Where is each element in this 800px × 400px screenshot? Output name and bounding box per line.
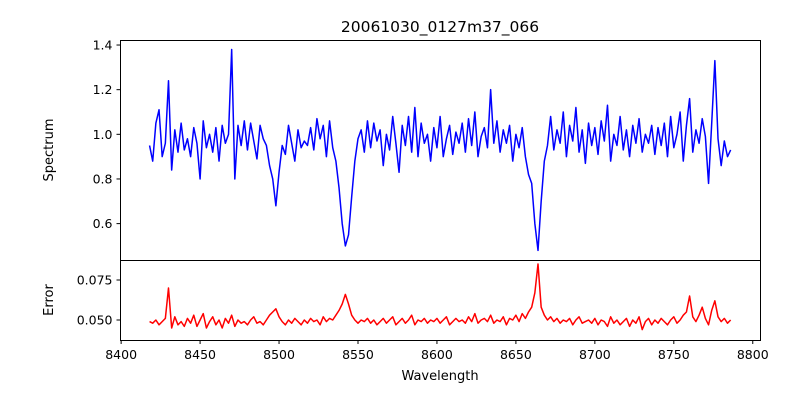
- error-y-axis-label: Error: [42, 284, 57, 316]
- error-y-tick-label: 0.050: [77, 313, 113, 328]
- x-axis-label: Wavelength: [401, 369, 478, 384]
- x-tick-label: 8600: [421, 347, 453, 362]
- x-tick-label: 8450: [184, 347, 216, 362]
- spectrum-y-tick-label: 1.2: [93, 82, 113, 97]
- spectrum-line: [148, 48, 732, 252]
- error-line: [149, 263, 732, 331]
- error-y-tick-label: 0.075: [77, 273, 113, 288]
- x-tick-label: 8800: [737, 347, 769, 362]
- x-tick-label: 8400: [105, 347, 137, 362]
- x-tick-label: 8700: [579, 347, 611, 362]
- x-tick-label: 8650: [500, 347, 532, 362]
- chart-title: 20061030_0127m37_066: [341, 18, 539, 37]
- spectrum-y-tick-label: 1.4: [93, 38, 113, 53]
- x-tick-label: 8550: [342, 347, 374, 362]
- x-tick-label: 8750: [658, 347, 690, 362]
- spectrum-y-tick-label: 1.0: [93, 127, 113, 142]
- spectrum-y-tick-label: 0.8: [93, 171, 113, 186]
- error-axes-frame: [120, 260, 761, 341]
- x-tick-label: 8500: [263, 347, 295, 362]
- spectrum-y-axis-label: Spectrum: [42, 119, 57, 182]
- spectrum-y-tick-label: 0.6: [93, 216, 113, 231]
